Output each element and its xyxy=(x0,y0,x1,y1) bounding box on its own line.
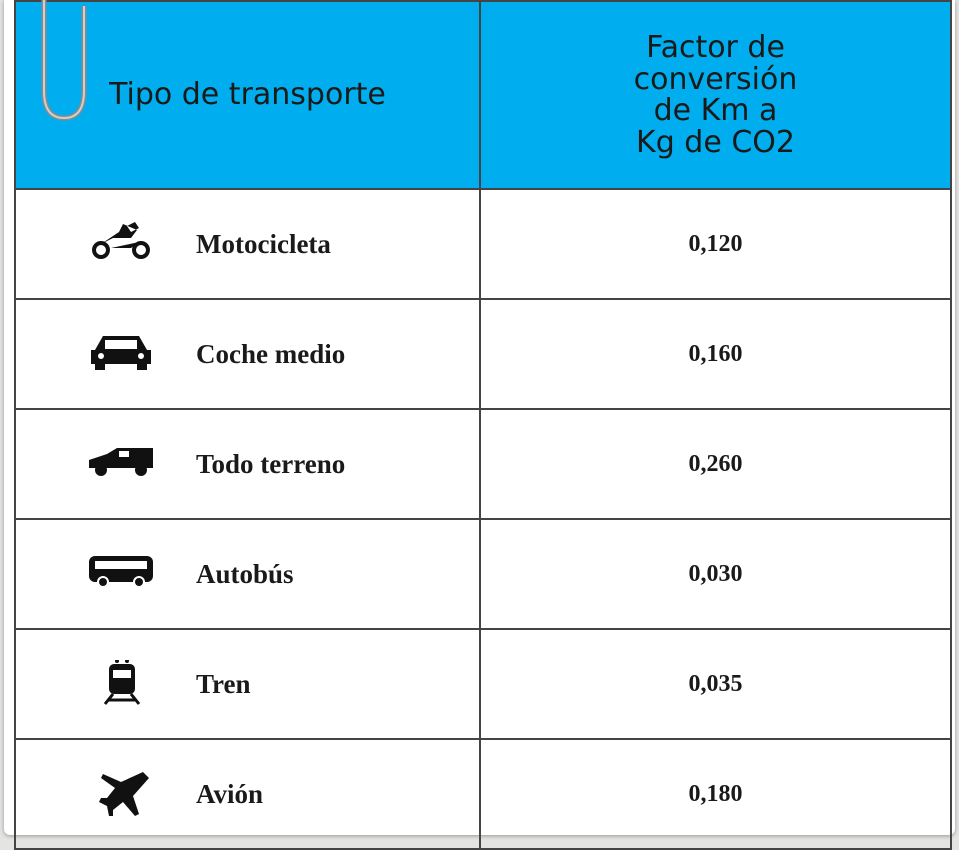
icon-plane xyxy=(86,770,156,818)
transport-cell: Todo terreno xyxy=(15,409,480,519)
icon-train xyxy=(86,660,156,708)
card: Tipo de transporte Factor de conversión … xyxy=(4,0,955,835)
transport-name: Coche medio xyxy=(196,339,345,370)
factor-cell: 0,035 xyxy=(480,629,951,739)
row: Motocicleta 0,120 xyxy=(15,189,951,299)
transport-name: Todo terreno xyxy=(196,449,345,480)
factor-cell: 0,180 xyxy=(480,739,951,849)
icon-motorcycle xyxy=(86,220,156,268)
transport-cell: Coche medio xyxy=(15,299,480,409)
header-cell: Factor de conversión de Km a Kg de CO2 xyxy=(480,1,951,189)
transport-name: Avión xyxy=(196,779,263,810)
transport-name: Motocicleta xyxy=(196,229,331,260)
row: Avión 0,180 xyxy=(15,739,951,849)
factor-cell: 0,120 xyxy=(480,189,951,299)
transport-name: Autobús xyxy=(196,559,294,590)
row: Coche medio 0,160 xyxy=(15,299,951,409)
transport-cell: Tren xyxy=(15,629,480,739)
header-row: Tipo de transporte Factor de conversión … xyxy=(15,1,951,189)
row: Tren 0,035 xyxy=(15,629,951,739)
transport-cell: Avión xyxy=(15,739,480,849)
row: Todo terreno 0,260 xyxy=(15,409,951,519)
factor-cell: 0,030 xyxy=(480,519,951,629)
transport-cell: Motocicleta xyxy=(15,189,480,299)
table: Tipo de transporte Factor de conversión … xyxy=(14,0,952,850)
factor-cell: 0,260 xyxy=(480,409,951,519)
row: Autobús 0,030 xyxy=(15,519,951,629)
transport-cell: Autobús xyxy=(15,519,480,629)
paperclip xyxy=(26,0,96,126)
icon-bus xyxy=(86,550,156,598)
transport-name: Tren xyxy=(196,669,251,700)
page: Tipo de transporte Factor de conversión … xyxy=(0,0,959,837)
icon-car xyxy=(86,330,156,378)
factor-cell: 0,160 xyxy=(480,299,951,409)
icon-suv xyxy=(86,440,156,488)
